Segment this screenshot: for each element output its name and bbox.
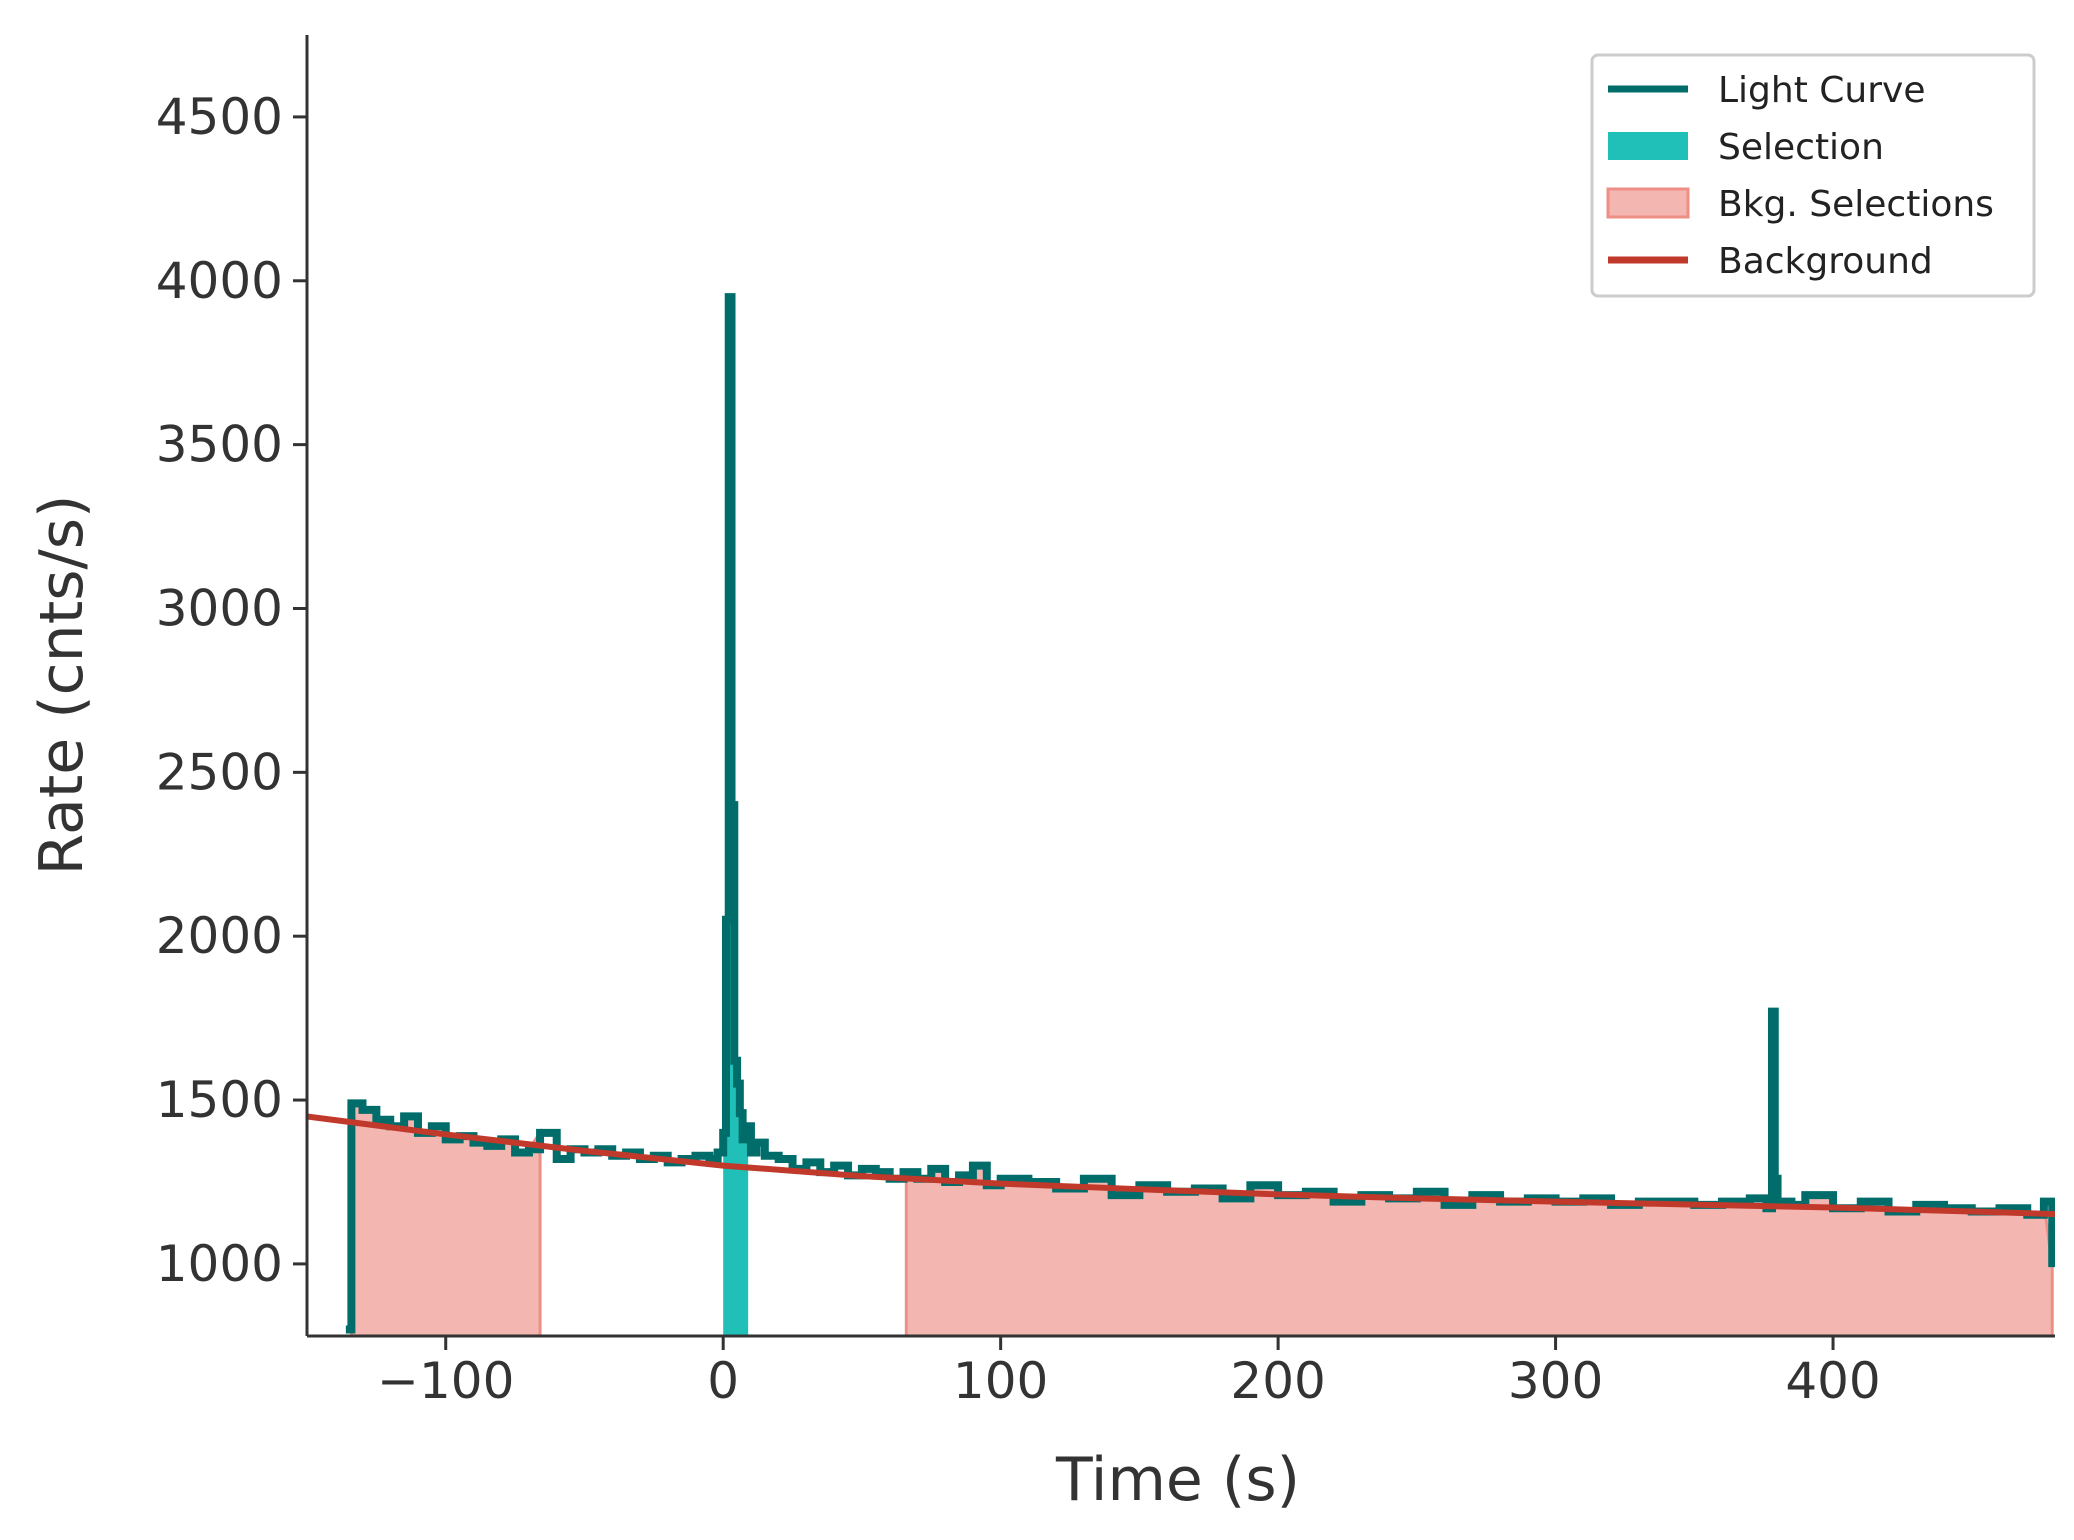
x-tick-label: −100 [377,1352,514,1410]
x-tick-label: 400 [1785,1352,1880,1410]
y-tick-label: 3000 [156,579,283,637]
legend-label: Light Curve [1718,70,1926,111]
x-tick-label: 100 [953,1352,1048,1410]
y-axis-label: Rate (cnts/s) [27,495,97,876]
bkg-selection-2 [904,1010,2054,1336]
background-model-line [307,1113,2055,1218]
y-tick-label: 4500 [156,88,283,146]
legend-swatch-patch [1606,187,1690,219]
y-tick-label: 3500 [156,416,283,474]
x-tick-label: 0 [707,1352,739,1410]
light-curve-line [345,293,2055,1334]
legend-box [1590,53,2036,298]
x-axis-label: Time (s) [1055,1445,1300,1515]
x-tick-label: 300 [1508,1352,1603,1410]
legend: Light Curve Selection Bkg. Selections Backg… [1590,53,2036,298]
legend-swatch-patch [1608,132,1688,160]
y-tick-label: 1000 [156,1235,283,1293]
y-tick-label: 2500 [156,743,283,801]
legend-label: Bkg. Selections [1718,184,1994,225]
legend-label: Background [1718,241,1933,282]
axes: −100 0 100 200 300 400 1000 1500 2000 2500 3000 350… [156,35,2055,1410]
plot-area [307,293,2055,1336]
plot-content [307,293,2055,1336]
y-tick-label: 2000 [156,907,283,965]
y-tick-label: 1500 [156,1071,283,1129]
legend-label: Selection [1718,127,1884,168]
x-tick-label: 200 [1230,1352,1325,1410]
y-tick-label: 4000 [156,252,283,310]
